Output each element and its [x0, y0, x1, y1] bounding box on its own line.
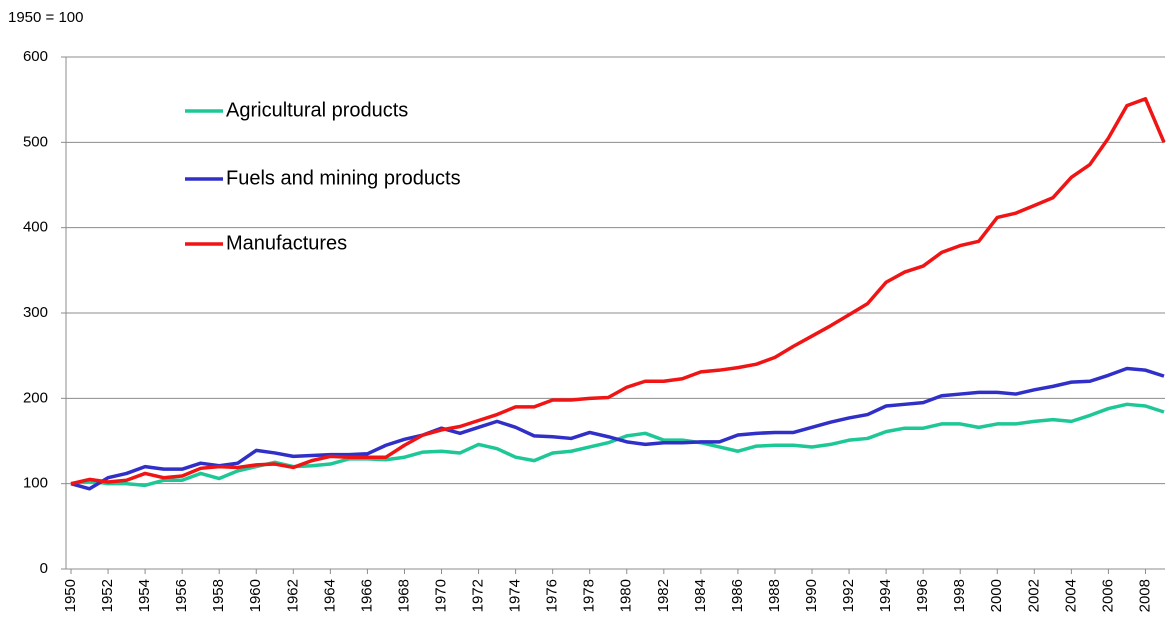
x-tick-label: 1992: [840, 579, 857, 612]
x-tick-label: 1984: [692, 579, 709, 612]
y-tick-label: 200: [23, 389, 48, 406]
x-tick-label: 1954: [136, 579, 153, 612]
y-tick-label: 500: [23, 133, 48, 150]
series-line: [70, 97, 1166, 486]
legend-label: Manufactures: [226, 232, 347, 254]
x-tick-label: 1952: [99, 579, 116, 612]
y-axis-label: 1950 = 100: [8, 9, 84, 26]
x-tick-label: 1970: [432, 579, 449, 612]
x-tick-label: 2008: [1136, 579, 1153, 612]
y-tick-label: 0: [40, 560, 48, 577]
x-tick-label: 1996: [914, 579, 931, 612]
x-tick-label: 1964: [321, 579, 338, 612]
x-tick-label: 2004: [1062, 579, 1079, 612]
y-tick-label: 600: [23, 48, 48, 65]
x-tick-label: 1976: [544, 579, 561, 612]
x-tick-label: 1960: [247, 579, 264, 612]
x-tick-label: 1980: [618, 579, 635, 612]
legend-label: Fuels and mining products: [226, 167, 461, 189]
x-tick-label: 1978: [581, 579, 598, 612]
x-tick-label: 2002: [1025, 579, 1042, 612]
x-tick-label: 1966: [358, 579, 375, 612]
x-tick-label: 1968: [395, 579, 412, 612]
x-tick-label: 1972: [470, 579, 487, 612]
x-tick-label: 1988: [766, 579, 783, 612]
x-tick-label: 1956: [173, 579, 190, 612]
x-tick-label: 1994: [877, 579, 894, 612]
x-tick-label: 1950: [62, 579, 79, 612]
x-tick-label: 1986: [729, 579, 746, 612]
x-tick-label: 2006: [1099, 579, 1116, 612]
y-tick-label: 100: [23, 475, 48, 492]
y-tick-label: 300: [23, 304, 48, 321]
x-tick-label: 1958: [210, 579, 227, 612]
x-tick-label: 1982: [655, 579, 672, 612]
series-line: [70, 366, 1165, 491]
series-line: [70, 402, 1165, 488]
x-tick-label: 1990: [803, 579, 820, 612]
y-tick-label: 400: [23, 219, 48, 236]
x-tick-label: 2000: [988, 579, 1005, 612]
x-tick-label: 1998: [951, 579, 968, 612]
x-tick-label: 1974: [507, 579, 524, 612]
legend-label: Agricultural products: [226, 99, 408, 121]
x-tick-label: 1962: [284, 579, 301, 612]
